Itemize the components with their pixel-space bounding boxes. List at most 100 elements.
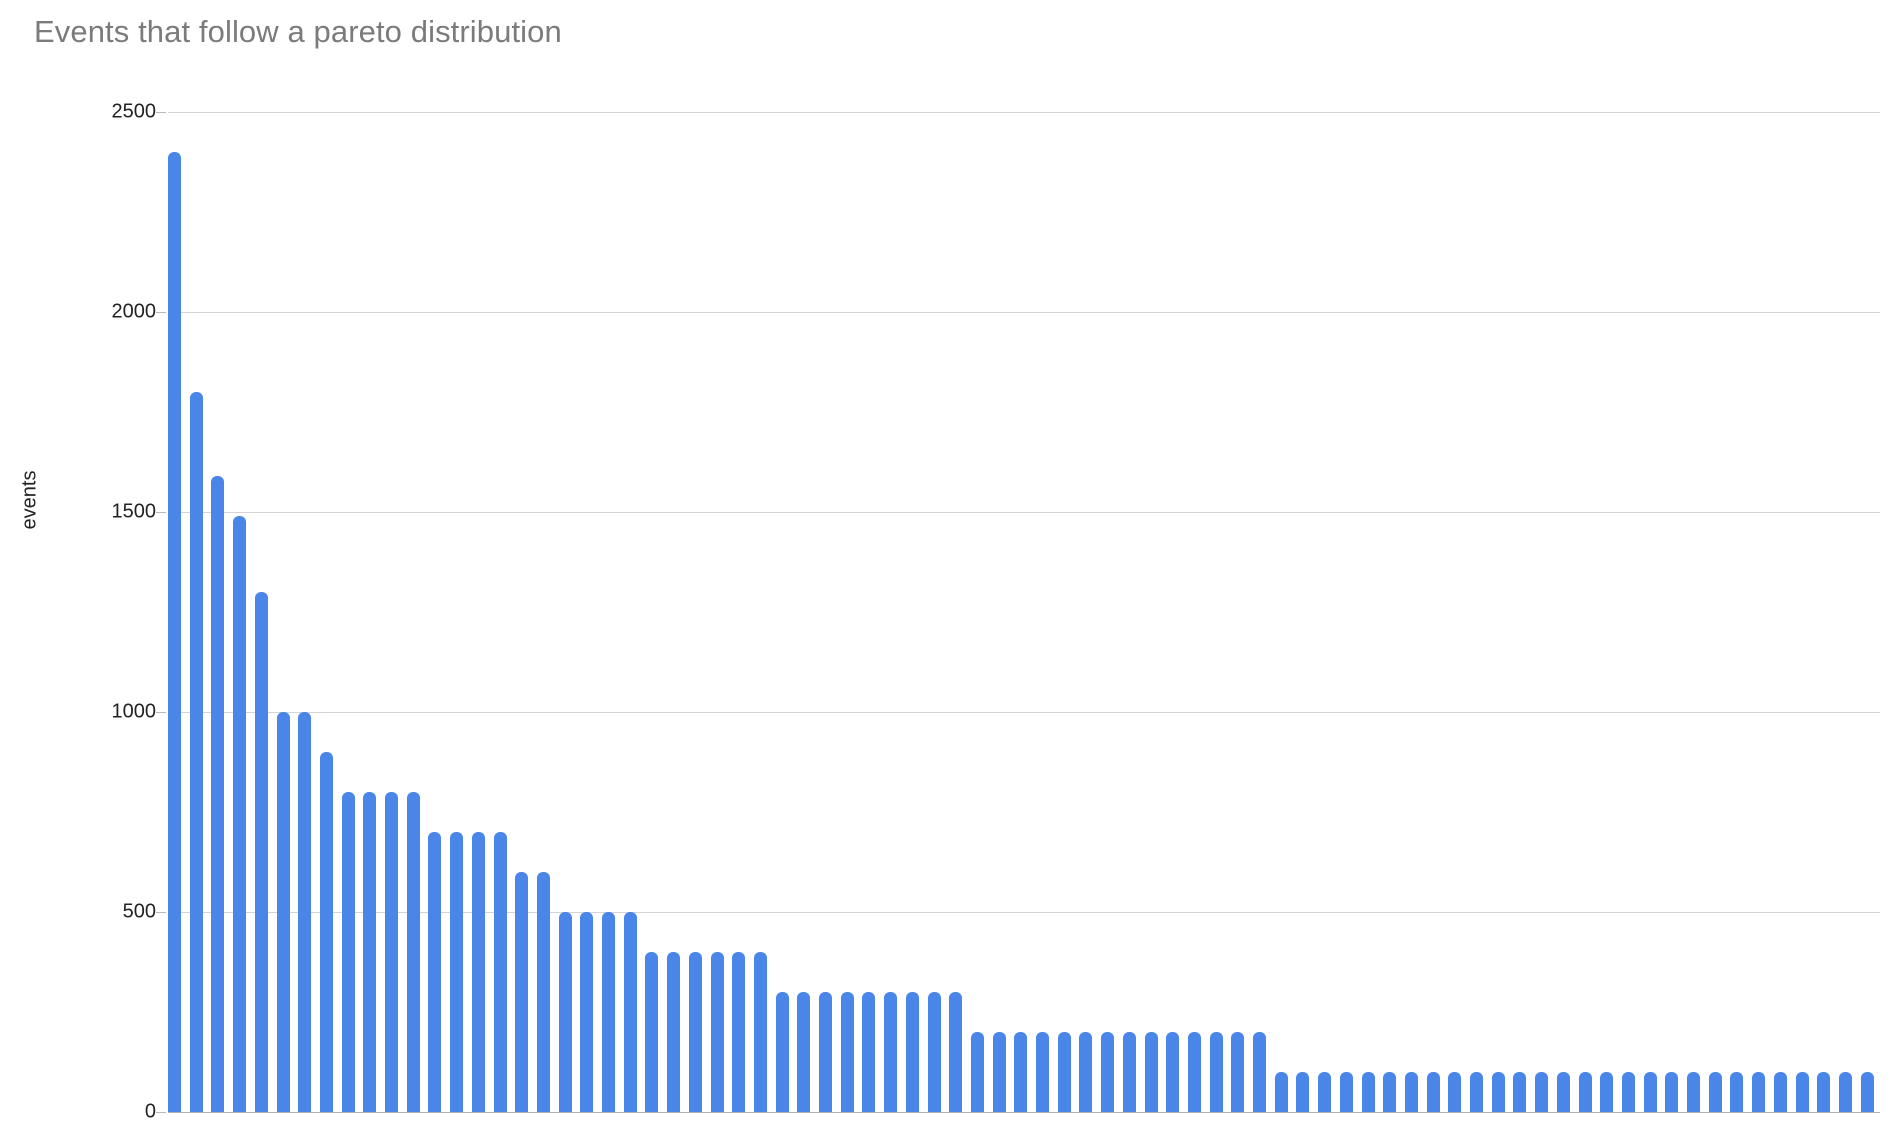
bar[interactable]	[1339, 1072, 1353, 1112]
y-axis-tick	[156, 712, 166, 713]
bar[interactable]	[1079, 1032, 1093, 1112]
bar[interactable]	[1383, 1072, 1397, 1112]
bar[interactable]	[688, 952, 702, 1112]
bar[interactable]	[775, 992, 789, 1112]
bar[interactable]	[450, 832, 464, 1112]
bar[interactable]	[1426, 1072, 1440, 1112]
bar[interactable]	[493, 832, 507, 1112]
bar[interactable]	[276, 712, 290, 1112]
bar[interactable]	[1491, 1072, 1505, 1112]
bar[interactable]	[732, 952, 746, 1112]
page-title: Events that follow a pareto distribution	[34, 14, 562, 49]
bar[interactable]	[1014, 1032, 1028, 1112]
bar[interactable]	[1795, 1072, 1809, 1112]
bar[interactable]	[1361, 1072, 1375, 1112]
bar[interactable]	[1752, 1072, 1766, 1112]
bar[interactable]	[1838, 1072, 1852, 1112]
bar[interactable]	[970, 1032, 984, 1112]
y-axis-tick-label: 0	[144, 1100, 156, 1123]
bar[interactable]	[254, 592, 268, 1112]
bar[interactable]	[840, 992, 854, 1112]
y-axis-tick-label: 1500	[111, 500, 157, 523]
bar[interactable]	[1730, 1072, 1744, 1112]
bar[interactable]	[905, 992, 919, 1112]
bar[interactable]	[1448, 1072, 1462, 1112]
bar[interactable]	[1274, 1072, 1288, 1112]
bar[interactable]	[233, 516, 247, 1112]
bar[interactable]	[862, 992, 876, 1112]
bar[interactable]	[1296, 1072, 1310, 1112]
y-axis-tick	[156, 912, 166, 913]
bar[interactable]	[927, 992, 941, 1112]
bar[interactable]	[1578, 1072, 1592, 1112]
bar[interactable]	[168, 152, 181, 1112]
bar[interactable]	[363, 792, 377, 1112]
bar[interactable]	[385, 792, 398, 1112]
bar[interactable]	[1036, 1032, 1049, 1112]
bar[interactable]	[428, 832, 442, 1112]
bar[interactable]	[406, 792, 420, 1112]
bar[interactable]	[819, 992, 832, 1112]
y-axis-tick-label: 2000	[111, 300, 157, 323]
bar[interactable]	[1057, 1032, 1071, 1112]
gridline	[168, 512, 1880, 513]
bar[interactable]	[319, 752, 333, 1112]
bar[interactable]	[623, 912, 637, 1112]
bar[interactable]	[949, 992, 963, 1112]
bar[interactable]	[1535, 1072, 1549, 1112]
bar[interactable]	[1817, 1072, 1831, 1112]
bar[interactable]	[341, 792, 355, 1112]
bar[interactable]	[1600, 1072, 1614, 1112]
y-axis-tick	[156, 312, 166, 313]
bar[interactable]	[515, 872, 529, 1112]
bar[interactable]	[1621, 1072, 1635, 1112]
bar[interactable]	[558, 912, 572, 1112]
bar[interactable]	[1860, 1072, 1874, 1112]
bar[interactable]	[471, 832, 485, 1112]
y-axis-title: events	[18, 470, 41, 530]
bar[interactable]	[797, 992, 811, 1112]
gridline	[168, 312, 1880, 313]
bar[interactable]	[1643, 1072, 1657, 1112]
bar[interactable]	[1187, 1032, 1201, 1112]
bar[interactable]	[298, 712, 312, 1112]
y-axis-tick	[156, 112, 166, 113]
bar[interactable]	[1513, 1072, 1527, 1112]
plot-area: 0 500 1000 1500 2000 2500	[112, 101, 1880, 1123]
gridline	[168, 912, 1880, 913]
bar[interactable]	[1253, 1032, 1266, 1112]
bar[interactable]	[536, 872, 550, 1112]
y-axis-tick-label: 500	[122, 900, 156, 923]
bar[interactable]	[1708, 1072, 1722, 1112]
bar[interactable]	[1665, 1072, 1679, 1112]
bar[interactable]	[710, 952, 724, 1112]
x-axis-line	[168, 1112, 1880, 1113]
bar[interactable]	[1773, 1072, 1787, 1112]
bar[interactable]	[602, 912, 615, 1112]
bar[interactable]	[1122, 1032, 1136, 1112]
bar-series	[168, 112, 1880, 1112]
bar[interactable]	[1404, 1072, 1418, 1112]
bar[interactable]	[753, 952, 767, 1112]
bar[interactable]	[1318, 1072, 1332, 1112]
bar[interactable]	[645, 952, 659, 1112]
bar[interactable]	[667, 952, 681, 1112]
y-axis-tick	[156, 1112, 166, 1113]
bar[interactable]	[992, 1032, 1006, 1112]
bar[interactable]	[1209, 1032, 1223, 1112]
bar[interactable]	[211, 476, 225, 1112]
bar[interactable]	[1101, 1032, 1115, 1112]
bar[interactable]	[884, 992, 898, 1112]
bar[interactable]	[580, 912, 594, 1112]
bar[interactable]	[1556, 1072, 1570, 1112]
bar[interactable]	[189, 392, 203, 1112]
gridline	[168, 712, 1880, 713]
bar[interactable]	[1231, 1032, 1245, 1112]
bar[interactable]	[1166, 1032, 1180, 1112]
y-axis-tick-label: 1000	[111, 700, 157, 723]
bar[interactable]	[1144, 1032, 1158, 1112]
y-axis-tick	[156, 512, 166, 513]
bar[interactable]	[1470, 1072, 1483, 1112]
bar[interactable]	[1687, 1072, 1700, 1112]
